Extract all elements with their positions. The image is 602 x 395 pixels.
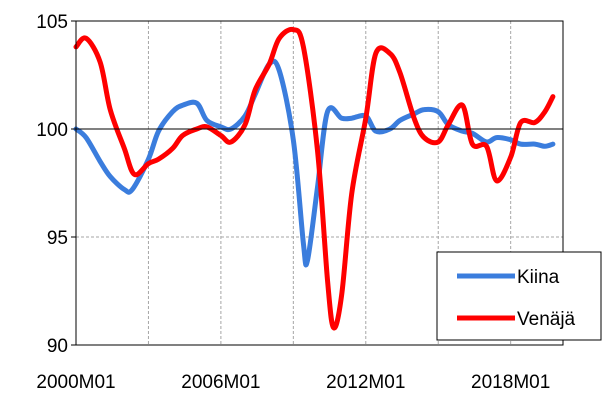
- x-tick-label: 2018M01: [471, 372, 550, 393]
- y-tick-label: 95: [47, 228, 68, 249]
- series-line-kiina: [73, 58, 556, 268]
- series-lines: [73, 26, 556, 331]
- legend: Kiina Venäjä: [436, 251, 602, 341]
- legend-box: [436, 251, 602, 341]
- axes: [75, 20, 564, 346]
- plot-frame: [75, 20, 564, 346]
- series-line-venaja: [73, 26, 556, 331]
- y-tick-label: 100: [36, 120, 68, 141]
- y-tick-label: 105: [36, 12, 68, 33]
- legend-label: Venäjä: [517, 309, 576, 330]
- legend-label: Kiina: [517, 267, 560, 288]
- y-tick-labels: 90 95 100 105: [36, 12, 76, 357]
- x-tick-label: 2000M01: [36, 372, 115, 393]
- x-tick-label: 2012M01: [326, 372, 405, 393]
- x-tick-labels: 2000M01 2006M01 2012M01 2018M01: [36, 372, 550, 393]
- x-tick-label: 2006M01: [181, 372, 260, 393]
- y-tick-label: 90: [47, 336, 68, 357]
